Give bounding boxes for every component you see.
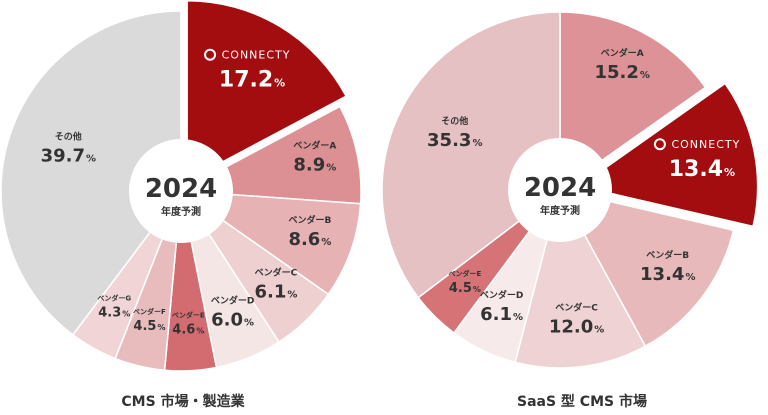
slice-label-vendor-e: ベンダーE 4.5% [448,269,481,296]
slice-label-connecty: CONNECTY 13.4% [653,138,740,182]
slice-name: ベンダーB [646,249,689,261]
slice-value: 8.9% [293,155,336,176]
pie-slice-other [381,11,561,299]
slice-label-vendor-c: ベンダーC 6.1% [255,266,298,302]
slice-value: 13.4% [640,264,695,285]
slice-label-vendor-b: ベンダーB 13.4% [640,249,695,285]
slice-value: 6.0% [211,310,254,331]
slice-name: その他 [441,115,468,127]
slice-value: 35.3% [427,130,482,151]
slice-value: 39.7% [41,145,96,166]
slice-name: ベンダーB [288,214,331,226]
slice-name: ベンダーE [172,311,205,320]
slice-name: ベンダーD [211,295,254,307]
chart-title-cms-manufacturing: CMS 市場・製造業 [121,394,245,410]
slice-value: 4.5% [133,319,165,334]
center-sub-label: 年度予測 [161,205,201,218]
slice-value: 6.1% [255,281,298,302]
pie-slice-connecty [186,0,348,182]
slice-name: ベンダーC [255,266,298,278]
pie-slice-vendor-b [558,188,735,348]
slice-value: 4.5% [449,281,481,296]
pie-center-hole [508,138,612,242]
slice-value: 8.6% [288,229,331,250]
center-year-label: 2024 [145,174,217,204]
slice-name: ベンダーE [448,269,481,278]
slice-label-other: その他 39.7% [41,130,96,166]
slice-label-vendor-c: ベンダーC 12.0% [549,301,604,337]
slice-label-other: その他 35.3% [427,115,482,151]
slice-name: CONNECTY [671,138,740,151]
slice-name: ベンダーD [480,289,523,301]
slice-label-connecty: CONNECTY 17.2% [204,48,291,93]
slice-value: 13.4% [669,157,735,182]
connecty-logo-icon [653,138,666,151]
slice-value: 6.1% [480,304,523,325]
pie-slice-vendor-a [559,11,707,192]
pie-slice-connecty [577,82,759,228]
pie-center-hole [129,139,233,243]
pie-slice-vendor-c [514,187,647,369]
slice-value: 4.6% [172,323,204,338]
slice-label-vendor-d: ベンダーD 6.0% [211,295,254,331]
center-year-label: 2024 [524,173,596,203]
slice-value: 12.0% [549,316,604,337]
slice-label-vendor-a: ベンダーA 15.2% [595,47,650,83]
connecty-logo-icon [204,48,217,61]
slice-name: ベンダーA [601,47,644,59]
slice-value: 4.3% [98,305,130,320]
slice-value: 17.2% [219,68,285,93]
slice-name: ベンダーA [293,140,336,152]
slice-label-vendor-b: ベンダーB 8.6% [288,214,331,250]
slice-value: 15.2% [595,62,650,83]
slice-label-vendor-f: ベンダーF 4.5% [133,307,166,334]
slice-name: ベンダーC [555,301,598,313]
slice-label-vendor-d: ベンダーD 6.1% [480,289,523,325]
slice-name: CONNECTY [222,49,291,62]
center-sub-label: 年度予測 [540,204,580,217]
slice-name: ベンダーG [97,293,131,302]
slice-label-vendor-g: ベンダーG 4.3% [97,293,131,320]
slice-name: ベンダーF [133,307,166,316]
chart-title-saas-cms: SaaS 型 CMS 市場 [517,394,647,410]
pie-slice-other [0,10,182,336]
slice-label-vendor-e: ベンダーE 4.6% [172,311,205,338]
slice-name: その他 [55,130,82,142]
slice-label-vendor-a: ベンダーA 8.9% [293,140,336,176]
